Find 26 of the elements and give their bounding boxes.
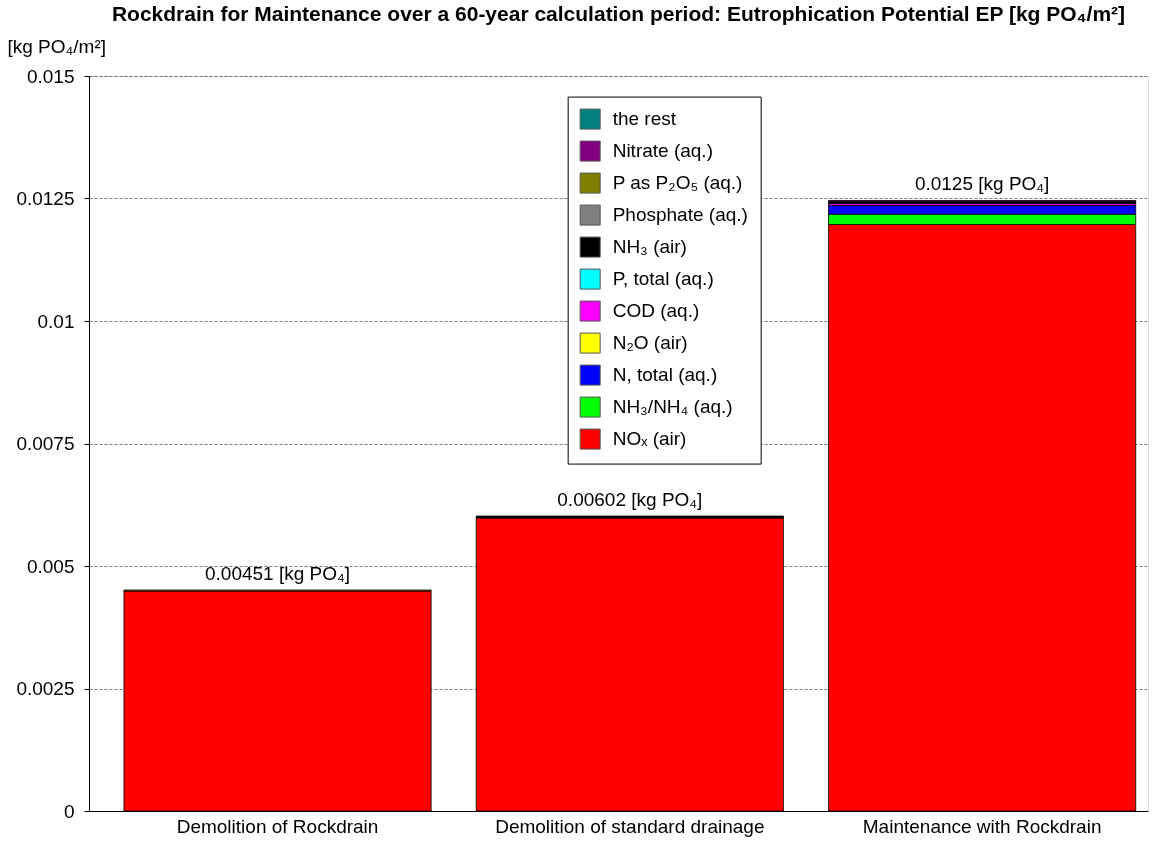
legend-label: N, total (aq.) — [612, 364, 718, 386]
y-tick-label: 0.005 — [26, 555, 75, 577]
total-label: 0.0125 [kg PO₄] — [914, 173, 1050, 195]
legend-label: NH₃/NH₄ (aq.) — [612, 396, 733, 418]
legend-label: NOₓ (air) — [612, 428, 687, 450]
y-tick-label: 0 — [63, 800, 75, 822]
chart-title: Rockdrain for Maintenance over a 60-year calculation period: Eutrophication Potential EP [kg PO₄/m²] — [111, 2, 1126, 25]
x-tick-label: Maintenance with Rockdrain — [862, 815, 1102, 837]
legend-label: N₂O (air) — [612, 332, 688, 354]
legend-label: Phosphate (aq.) — [612, 204, 748, 226]
y-axis-title: [kg PO₄/m²] — [7, 35, 107, 57]
y-tick-label: 0.015 — [26, 65, 75, 87]
legend-label: NH₃ (air) — [612, 236, 687, 258]
legend-label: Nitrate (aq.) — [612, 140, 713, 162]
y-tick-label: 0.0125 — [16, 188, 75, 209]
y-tick-label: 0.0075 — [16, 433, 75, 454]
y-tick-label: 0.01 — [37, 310, 75, 332]
x-tick-label: Demolition of Rockdrain — [176, 815, 379, 837]
legend-label: COD (aq.) — [612, 300, 700, 322]
y-tick-label: 0.0025 — [16, 678, 75, 699]
total-label: 0.00602 [kg PO₄] — [557, 489, 703, 511]
total-label: 0.00451 [kg PO₄] — [205, 563, 351, 585]
legend-label: P, total (aq.) — [612, 268, 714, 290]
legend-label: P as P₂O₅ (aq.) — [612, 172, 743, 194]
x-tick-label: Demolition of standard drainage — [495, 815, 765, 837]
legend-label: the rest — [612, 108, 677, 130]
